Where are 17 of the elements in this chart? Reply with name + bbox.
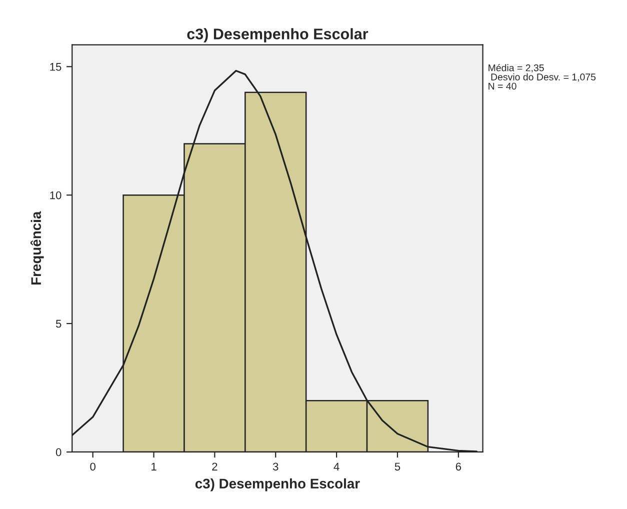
x-axis-title: c3) Desempenho Escolar <box>195 478 360 492</box>
text: N = 40 <box>488 82 516 90</box>
x-tick-label: 6 <box>456 462 462 471</box>
chart-title: c3) Desempenho Escolar <box>187 28 368 42</box>
text: Desvio do Desv. = 1,075 <box>491 73 596 82</box>
x-tick-label: 4 <box>334 462 340 470</box>
text: Média = 2,35 <box>488 64 544 72</box>
y-tick-label: 5 <box>56 320 62 328</box>
x-tick-label: 2 <box>212 462 218 470</box>
y-tick-label: 0 <box>56 448 62 456</box>
y-tick-label: 10 <box>50 191 62 200</box>
x-tick-label: 5 <box>394 462 400 471</box>
y-axis-title: Frequência <box>30 211 44 285</box>
x-tick-label: 1 <box>152 462 156 470</box>
x-tick-label: 0 <box>90 462 96 471</box>
y-tick-label: 15 <box>50 63 62 71</box>
x-tick-label: 3 <box>272 462 278 471</box>
